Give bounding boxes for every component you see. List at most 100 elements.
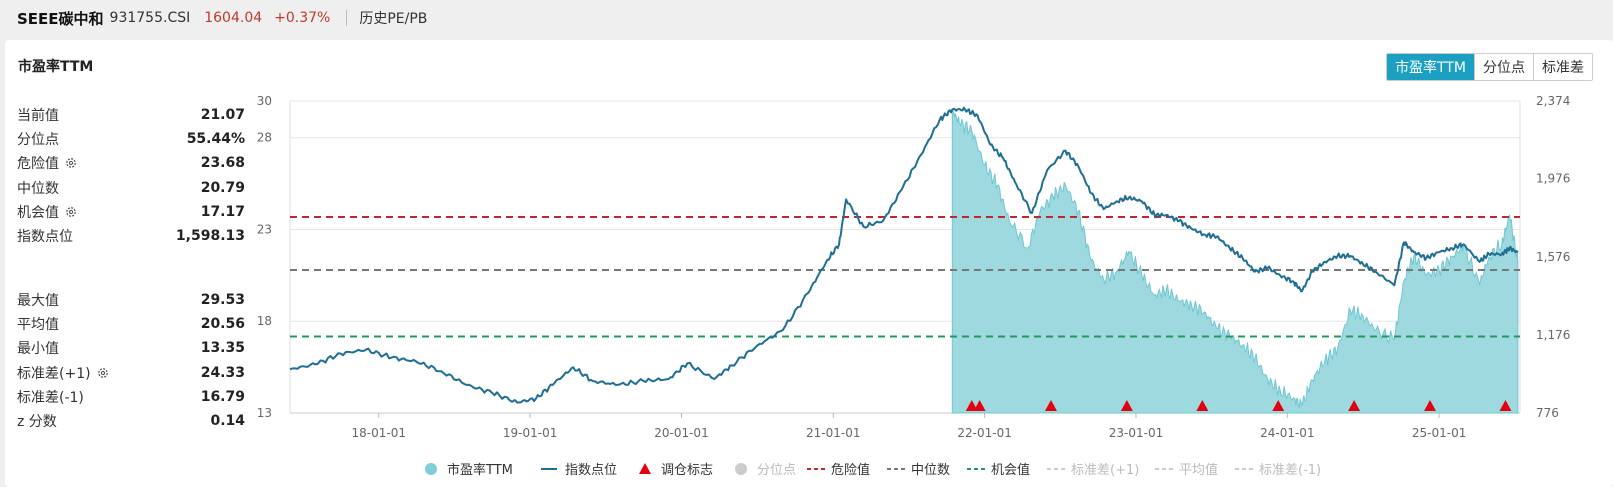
- stat-label-text: 机会值: [17, 204, 59, 221]
- stat-row: 当前值 21.07: [17, 103, 245, 127]
- index-change: +0.37%: [274, 10, 331, 26]
- stat-value: 21.07: [200, 107, 245, 124]
- stat-label: 指数点位: [17, 226, 73, 246]
- stat-value: 16.79: [200, 388, 245, 405]
- y-left-tick-label: 13: [257, 406, 272, 420]
- index-code: 931755.CSI: [109, 10, 191, 26]
- stat-value: 55.44%: [186, 131, 245, 148]
- stat-label: 机会值: [17, 202, 77, 222]
- legend-icon: [425, 463, 437, 475]
- index-line: [289, 106, 1519, 404]
- stat-label-text: 分位点: [17, 132, 59, 149]
- gear-icon[interactable]: [65, 206, 77, 218]
- x-tick-label: 25-01-01: [1412, 426, 1466, 440]
- rebalance-marker: [1196, 400, 1209, 411]
- switch-std[interactable]: 标准差: [1533, 54, 1592, 80]
- stat-label-text: 平均值: [17, 317, 59, 334]
- legend-label[interactable]: 标准差(-1): [1259, 463, 1321, 478]
- x-tick-label: 20-01-01: [654, 426, 708, 440]
- stats-bottom: 最大值 29.53 平均值 20.56 最小值 13.35 标准差(+1) 24.33 标准差(…: [17, 288, 245, 433]
- stat-label: 标准差(+1): [17, 363, 109, 383]
- stat-row: 最大值 29.53: [17, 288, 245, 312]
- index-price: 1604.04: [204, 10, 263, 26]
- stat-row: 标准差(-1) 16.79: [17, 385, 245, 409]
- stat-row: 平均值 20.56: [17, 312, 245, 336]
- y-right-tick-label: 1,976: [1536, 172, 1570, 186]
- stat-value: 23.68: [200, 155, 245, 172]
- stat-label-text: 标准差(+1): [17, 365, 91, 382]
- rebalance-marker: [1120, 400, 1133, 411]
- gear-icon[interactable]: [65, 157, 77, 169]
- rebalance-marker: [1348, 400, 1361, 411]
- switch-pe-ttm[interactable]: 市盈率TTM: [1387, 54, 1474, 80]
- legend-label[interactable]: 中位数: [911, 463, 950, 478]
- stat-label-text: 当前值: [17, 108, 59, 125]
- pe-area: [951, 109, 1519, 414]
- legend-label[interactable]: 危险值: [831, 462, 870, 478]
- stat-row: 分位点 55.44%: [17, 127, 245, 151]
- top-bar: SEEE碳中和 931755.CSI 1604.04 +0.37% 历史PE/P…: [0, 0, 1613, 36]
- stat-row: 机会值 17.17: [17, 200, 245, 224]
- rebalance-marker: [973, 400, 986, 411]
- stat-label-text: 中位数: [17, 180, 59, 197]
- stat-label-text: 危险值: [17, 156, 59, 173]
- y-left-tick-label: 23: [257, 222, 272, 236]
- x-tick-label: 23-01-01: [1109, 426, 1163, 440]
- stat-label: 分位点: [17, 129, 59, 149]
- switch-percentile[interactable]: 分位点: [1474, 54, 1533, 80]
- y-left-tick-label: 30: [257, 94, 272, 108]
- stat-label-text: 最大值: [17, 293, 59, 310]
- stat-label-text: 最小值: [17, 341, 59, 358]
- tab-history-pe-pb[interactable]: 历史PE/PB: [359, 11, 428, 27]
- stat-label: 最小值: [17, 338, 59, 358]
- stat-value: 1,598.13: [175, 228, 245, 245]
- x-tick-label: 22-01-01: [957, 426, 1011, 440]
- legend-label[interactable]: 市盈率TTM: [447, 462, 513, 478]
- legend-label[interactable]: 机会值: [991, 462, 1030, 478]
- rebalance-marker: [1499, 400, 1512, 411]
- stat-value: 13.35: [200, 340, 245, 357]
- stat-label: 中位数: [17, 178, 59, 198]
- panel-title: 市盈率TTM: [18, 59, 94, 75]
- stat-row: 危险值 23.68: [17, 151, 245, 175]
- rebalance-marker: [1424, 400, 1437, 411]
- stat-label-text: 标准差(-1): [17, 389, 84, 406]
- stat-value: 29.53: [200, 292, 245, 309]
- stat-row: 最小值 13.35: [17, 336, 245, 360]
- legend-label[interactable]: 平均值: [1179, 462, 1218, 478]
- y-right-tick-label: 776: [1536, 406, 1559, 420]
- index-name: SEEE碳中和: [17, 9, 104, 28]
- legend-label[interactable]: 标准差(+1): [1071, 463, 1139, 478]
- divider: [346, 10, 348, 26]
- stat-value: 17.17: [200, 203, 245, 220]
- stat-value: 24.33: [200, 364, 245, 381]
- legend-label[interactable]: 分位点: [757, 463, 796, 478]
- rebalance-marker: [965, 400, 978, 411]
- stat-row: 指数点位 1,598.13: [17, 224, 245, 248]
- stat-row: 中位数 20.79: [17, 176, 245, 200]
- stat-value: 0.14: [210, 413, 245, 430]
- stat-label-text: z 分数: [17, 414, 57, 431]
- legend-label[interactable]: 调仓标志: [661, 463, 713, 478]
- stat-row: 标准差(+1) 24.33: [17, 361, 245, 385]
- y-left-tick-label: 18: [257, 314, 272, 328]
- stat-value: 20.79: [200, 179, 245, 196]
- rebalance-marker: [1272, 400, 1285, 411]
- stat-label: z 分数: [17, 411, 57, 431]
- y-left-tick-label: 28: [257, 131, 272, 145]
- x-tick-label: 24-01-01: [1260, 426, 1314, 440]
- y-right-tick-label: 1,576: [1536, 250, 1570, 264]
- stat-label: 平均值: [17, 314, 59, 334]
- stat-label-text: 指数点位: [17, 229, 73, 246]
- stats-top: 当前值 21.07 分位点 55.44% 危险值 23.68 中位数 20.79 机会值 17.1…: [17, 103, 245, 248]
- stat-label: 当前值: [17, 105, 59, 125]
- legend-icon: [639, 463, 651, 474]
- legend-label[interactable]: 指数点位: [565, 463, 617, 478]
- stat-value: 20.56: [200, 316, 245, 333]
- x-tick-label: 19-01-01: [503, 426, 557, 440]
- gear-icon[interactable]: [97, 367, 109, 379]
- stat-label: 标准差(-1): [17, 387, 84, 407]
- x-tick-label: 21-01-01: [806, 426, 860, 440]
- rebalance-marker: [1044, 400, 1057, 411]
